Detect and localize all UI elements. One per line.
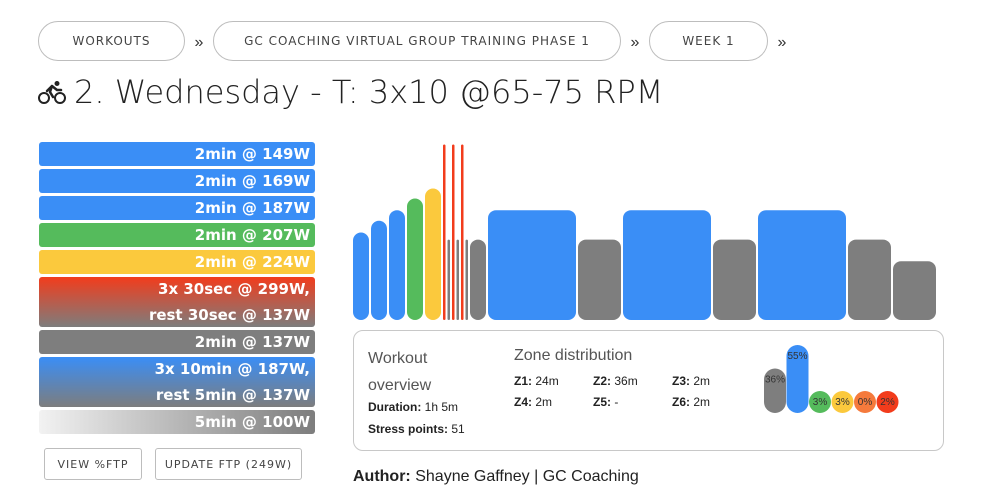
stress-value: 51: [451, 422, 465, 436]
step-text: 2min @ 137W: [194, 333, 310, 351]
workout-overview-panel: Workout overview Duration: 1h 5m Stress …: [353, 330, 944, 451]
workout-step: 2min @ 149W: [39, 142, 315, 166]
step-text: 3x 10min @ 187W,: [154, 360, 310, 378]
page-title: 2. Wednesday - T: 3x10 @65-75 RPM: [38, 70, 663, 114]
duration: Duration: 1h 5m: [368, 400, 458, 414]
workout-step: 2min @ 207W: [39, 223, 315, 247]
zone-z3: Z3: 2m: [672, 374, 711, 388]
breadcrumb-week[interactable]: WEEK 1: [649, 21, 768, 61]
step-text: rest 30sec @ 137W: [148, 306, 310, 324]
workout-steps-list: 2min @ 149W 2min @ 169W 2min @ 187W 2min…: [39, 142, 315, 437]
step-text: rest 5min @ 137W: [155, 386, 310, 404]
workout-step: 2min @ 169W: [39, 169, 315, 193]
cyclist-icon: [38, 81, 66, 104]
workout-step-interval: 3x 30sec @ 299W, rest 30sec @ 137W: [39, 277, 315, 327]
zone-bar: [764, 368, 786, 413]
breadcrumb-workouts[interactable]: WORKOUTS: [38, 21, 185, 61]
profile-segment: [623, 210, 711, 320]
page-title-text: 2. Wednesday - T: 3x10 @65-75 RPM: [74, 73, 664, 111]
zone-z2: Z2: 36m: [593, 374, 638, 388]
zone-z6: Z6: 2m: [672, 395, 711, 409]
workout-step: 2min @ 187W: [39, 196, 315, 220]
zone-z1: Z1: 24m: [514, 374, 559, 388]
zone-bar: [809, 391, 831, 413]
stress-points: Stress points: 51: [368, 422, 465, 436]
profile-segment: [893, 261, 936, 320]
author-label: Author:: [353, 468, 411, 485]
step-text: 2min @ 207W: [194, 226, 310, 244]
zone-bar-label: 36%: [765, 374, 785, 385]
workout-step-interval: 3x 10min @ 187W, rest 5min @ 137W: [39, 357, 315, 407]
update-ftp-button[interactable]: UPDATE FTP (249W): [155, 448, 302, 480]
workout-profile-graph: [353, 144, 936, 320]
profile-segment: [470, 239, 486, 320]
profile-segment: [389, 210, 405, 320]
step-text: 2min @ 187W: [194, 199, 310, 217]
breadcrumb: WORKOUTS » GC COACHING VIRTUAL GROUP TRA…: [38, 21, 796, 61]
view-ftp-button[interactable]: VIEW %FTP: [44, 448, 142, 480]
zone-distribution-chart: 36% 55% 3% 3% 0% 2%: [764, 345, 899, 413]
author: Author: Shayne Gaffney | GC Coaching: [353, 468, 639, 486]
profile-segment: [371, 220, 387, 320]
zone-bar-label: 2%: [880, 397, 895, 408]
profile-segment: [758, 210, 846, 320]
profile-segment: [456, 239, 459, 320]
profile-segment: [578, 239, 621, 320]
duration-label: Duration:: [368, 400, 422, 414]
profile-segment: [353, 232, 369, 320]
zone-bar-label: 3%: [835, 397, 850, 408]
profile-segment: [425, 188, 441, 320]
profile-segment: [443, 144, 446, 320]
step-text: 3x 30sec @ 299W,: [158, 280, 310, 298]
zone-bar: [876, 391, 899, 413]
profile-segment: [488, 210, 576, 320]
profile-segment: [461, 144, 464, 320]
breadcrumb-separator-icon: »: [630, 34, 640, 51]
zone-z4: Z4: 2m: [514, 395, 553, 409]
profile-segment: [465, 239, 468, 320]
step-text: 2min @ 169W: [194, 172, 310, 190]
zone-z5: Z5: -: [593, 395, 619, 409]
zone-bar-label: 3%: [813, 397, 828, 408]
stress-label: Stress points:: [368, 422, 449, 436]
zone-distribution-title: Zone distribution: [514, 347, 633, 364]
profile-segment: [848, 239, 891, 320]
duration-value: 1h 5m: [424, 400, 459, 414]
zone-bar: [854, 391, 876, 413]
zone-bar-label: 55%: [787, 351, 807, 362]
workout-step: 5min @ 100W: [39, 410, 315, 434]
profile-segment: [407, 198, 423, 320]
profile-segment: [452, 144, 455, 320]
workout-step: 2min @ 224W: [39, 250, 315, 274]
step-text: 2min @ 224W: [194, 253, 310, 271]
breadcrumb-separator-icon: »: [777, 34, 787, 51]
step-text: 2min @ 149W: [194, 145, 310, 163]
step-text: 5min @ 100W: [194, 413, 310, 431]
zone-bar-label: 0%: [858, 397, 873, 408]
profile-segment: [447, 239, 450, 320]
profile-segment: [713, 239, 756, 320]
author-name[interactable]: Shayne Gaffney | GC Coaching: [415, 468, 639, 485]
breadcrumb-plan[interactable]: GC COACHING VIRTUAL GROUP TRAINING PHASE…: [213, 21, 621, 61]
zone-bar: [786, 345, 809, 413]
zone-bar: [831, 391, 854, 413]
workout-step: 2min @ 137W: [39, 330, 315, 354]
overview-title: Workout overview: [368, 350, 432, 394]
breadcrumb-separator-icon: »: [194, 34, 204, 51]
